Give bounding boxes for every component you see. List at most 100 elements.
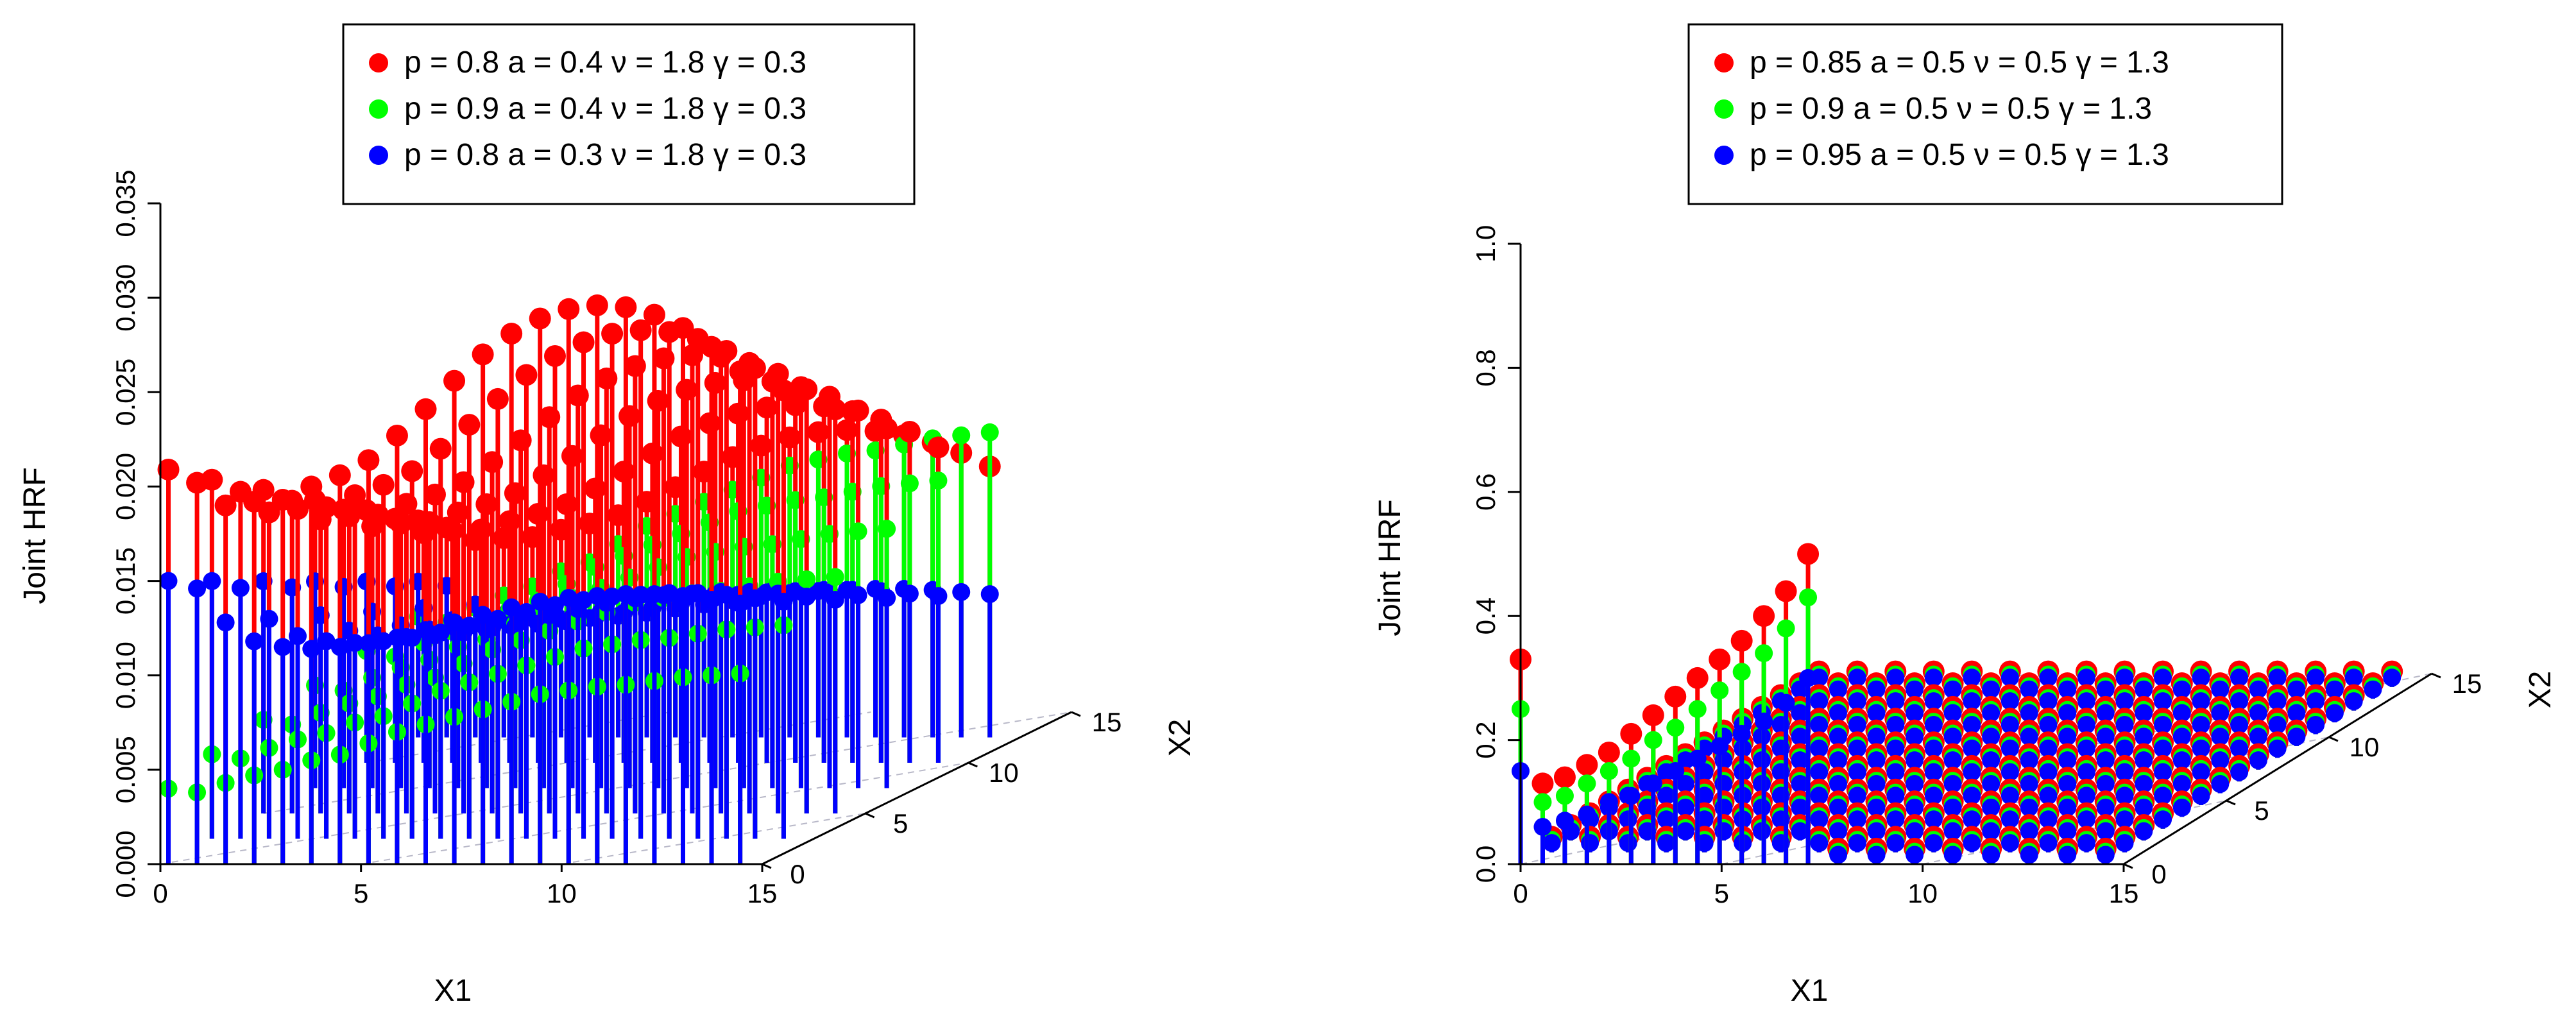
data-point [157,458,180,480]
data-point [429,438,452,460]
data-point [403,629,422,647]
y-tick [968,761,978,768]
data-point [1867,822,1886,840]
data-point [1886,787,1905,805]
data-point [1943,704,1962,722]
data-point [416,621,435,640]
data-point [288,627,307,645]
data-point [2039,787,2058,805]
data-point [1829,704,1847,722]
data-point [1924,787,1943,805]
data-point [826,590,844,609]
data-point [2000,763,2019,781]
y-tick-label: 5 [2254,795,2269,826]
data-point [1599,793,1618,812]
data-point [1943,798,1962,817]
data-point [1555,812,1574,830]
data-point [2000,810,2019,829]
data-point [2115,668,2134,687]
axes [1519,244,2432,865]
data-point [1829,846,1848,864]
legend-entry: p = 0.85 a = 0.5 ν = 0.5 γ = 1.3 [1750,46,2169,80]
data-point [2172,798,2191,817]
data-point [2192,668,2210,687]
data-point [2344,668,2363,687]
data-point [688,584,707,602]
data-point [2325,680,2344,699]
data-point [1886,763,1905,781]
data-point [2058,751,2077,770]
data-point [2230,739,2249,758]
data-point [2058,680,2077,699]
data-point [374,632,393,651]
data-point [302,640,321,658]
data-point [2211,751,2230,770]
data-point [588,587,606,606]
y-tick-label: 0 [790,859,805,889]
data-point [2154,715,2172,734]
data-point [2211,775,2230,794]
data-point [701,336,723,358]
data-point [2211,727,2230,746]
data-point [643,303,665,326]
data-point [617,585,635,604]
data-point [1581,834,1599,853]
data-point [574,591,593,609]
data-point [2115,787,2134,805]
data-point [2154,787,2172,805]
data-point [1886,739,1905,758]
data-point [1886,834,1905,853]
data-point [2249,704,2267,722]
data-point [1963,787,1981,805]
data-point [824,398,846,421]
data-point [1963,715,1981,734]
data-point [1906,775,1924,794]
data-point [231,579,250,597]
y-tick [762,863,772,869]
data-point [1695,810,1714,829]
data-point [2230,763,2249,781]
axes [159,203,1072,865]
data-point [731,594,749,613]
data-point [878,520,896,538]
data-point [2020,727,2038,746]
data-point [531,592,549,611]
data-point [328,464,351,486]
y-axis-line [762,711,1072,865]
data-point [826,568,844,586]
data-point [1578,805,1596,824]
legend-entry: p = 0.95 a = 0.5 ν = 0.5 γ = 1.3 [1750,138,2169,172]
data-point [1695,763,1714,781]
data-point [2039,763,2058,781]
data-point [1799,588,1818,607]
data-point [1906,822,1924,840]
data-point [586,294,608,316]
data-point [1791,727,1809,746]
x-tick-label: 5 [354,878,368,908]
data-point [774,592,793,611]
data-point [2115,834,2134,853]
data-point [2307,668,2325,687]
data-point [2172,680,2191,699]
data-point [414,398,437,420]
data-point [2268,739,2287,758]
data-point [2096,704,2115,722]
data-point [1810,763,1829,781]
data-point [1619,810,1637,829]
data-point [1982,775,2000,794]
data-point [2115,810,2134,829]
data-point [2058,775,2077,794]
legend-marker [1714,99,1734,119]
data-point [2077,787,2095,805]
legend-entry: p = 0.8 a = 0.4 ν = 1.8 γ = 0.3 [404,46,806,80]
data-point [2135,775,2153,794]
data-point [1848,692,1866,711]
data-point [1791,775,1809,794]
data-point [767,362,789,385]
data-point [2249,727,2267,746]
z-tick-label: 0.015 [110,547,141,615]
data-point [878,589,896,608]
data-point [1732,724,1751,743]
data-point [1791,704,1809,722]
data-point [486,387,509,410]
